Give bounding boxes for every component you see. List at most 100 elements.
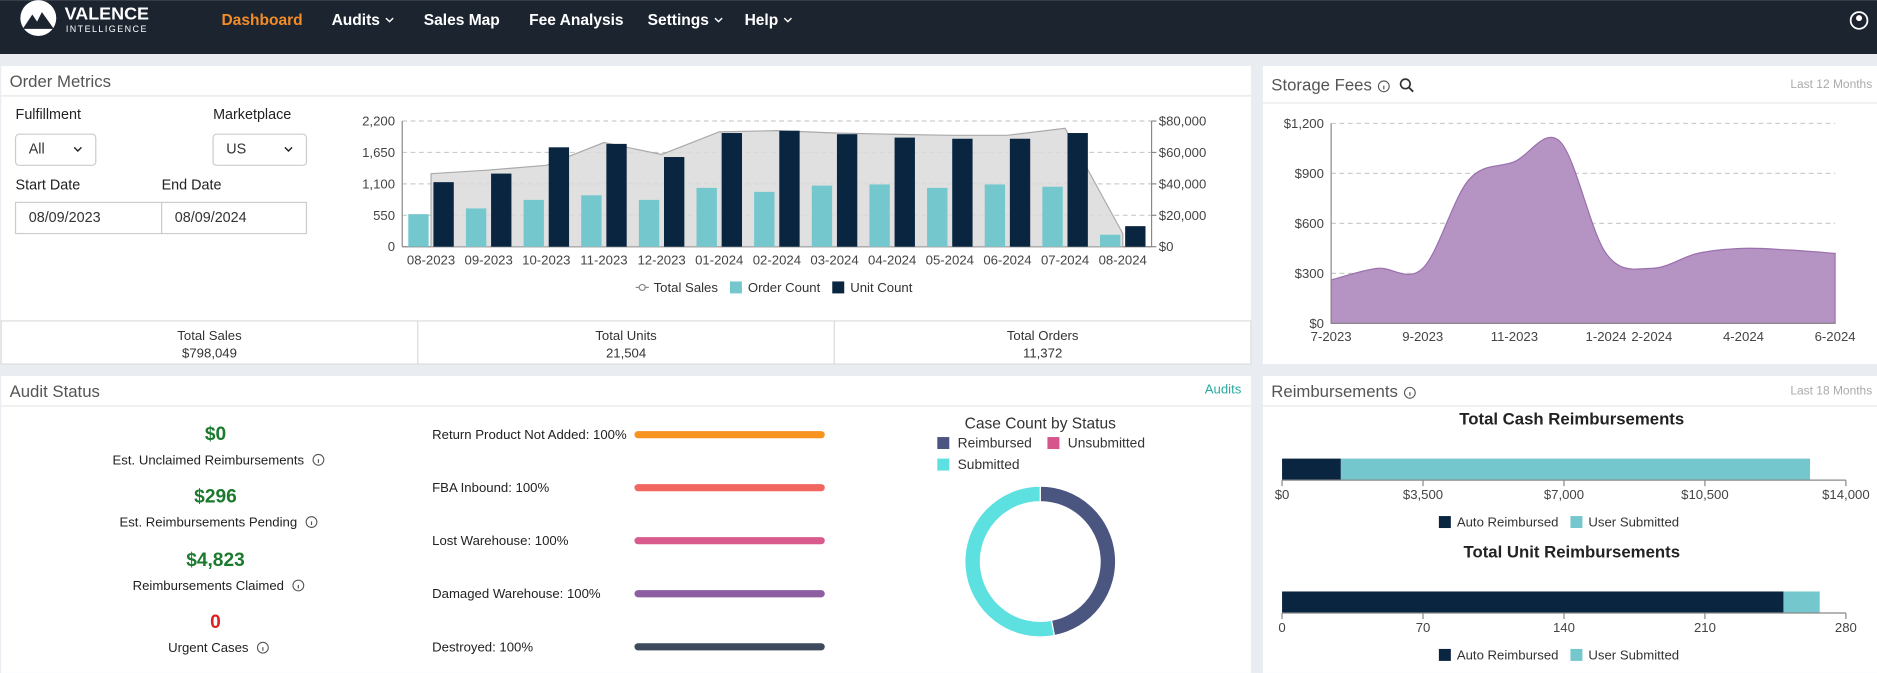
legend-marker <box>1570 648 1583 661</box>
nav-item[interactable]: Sales Map <box>424 12 500 29</box>
progress-label: Destroyed: 100% <box>432 639 533 654</box>
search-icon-handle <box>1408 86 1414 93</box>
nav-item[interactable]: Help <box>745 12 779 29</box>
chevron <box>783 17 792 23</box>
metric-label: Reimbursements Claimed <box>133 578 284 593</box>
x-tick-label: 11-2023 <box>1491 329 1538 344</box>
chart-title: Total Cash Reimbursements <box>1459 410 1684 429</box>
progress-bar <box>634 484 825 492</box>
bar <box>1125 226 1146 247</box>
filter-value: 08/09/2024 <box>175 210 247 226</box>
donut-segment <box>964 485 1056 638</box>
bar <box>548 147 570 247</box>
legend-label: Unsubmitted <box>1068 436 1145 451</box>
logo[interactable]: VALENCE INTELLIGENCE <box>20 0 149 37</box>
date-input[interactable] <box>14 201 163 235</box>
date-input[interactable] <box>161 201 308 235</box>
select-box[interactable] <box>212 133 308 166</box>
bar <box>894 137 915 247</box>
total-cell <box>0 320 419 365</box>
bar <box>984 184 1006 247</box>
search-icon[interactable] <box>1399 78 1411 90</box>
x-tick-label: 02-2024 <box>753 252 801 267</box>
progress-bar <box>634 537 825 545</box>
total-cell <box>833 320 1252 365</box>
x-tick-label: 140 <box>1553 620 1575 635</box>
y-tick-label: $0 <box>1309 316 1324 331</box>
y2-tick-label: $0 <box>1159 239 1174 254</box>
nav-item[interactable]: Audits <box>332 12 381 29</box>
y2-tick-label: $80,000 <box>1159 114 1207 129</box>
audits-link[interactable]: Audits <box>1205 382 1242 397</box>
legend-label: User Submitted <box>1588 647 1679 662</box>
bar <box>433 182 454 247</box>
x-tick-label: 7-2023 <box>1311 329 1352 344</box>
total-label: Total Sales <box>177 328 242 343</box>
chevron <box>714 17 723 23</box>
x-tick-label: 09-2023 <box>465 252 513 267</box>
bar <box>1783 591 1820 614</box>
x-tick-label: 6-2024 <box>1815 329 1856 344</box>
bar <box>721 133 742 247</box>
chevron <box>385 17 394 23</box>
filter-label: Start Date <box>16 178 81 194</box>
legend-label: Submitted <box>958 457 1020 472</box>
metric-label: Urgent Cases <box>168 640 249 655</box>
y-tick-label: 0 <box>388 239 395 254</box>
filter-label: Fulfillment <box>16 107 81 123</box>
legend-marker <box>1570 516 1583 529</box>
legend-marker <box>1438 648 1451 661</box>
info-icon <box>292 579 305 592</box>
logo-mountain <box>22 12 54 29</box>
info-icon <box>1403 386 1416 399</box>
progress-label: Lost Warehouse: 100% <box>432 533 569 548</box>
info-icon <box>312 453 325 466</box>
metric-label: Est. Reimbursements Pending <box>119 515 297 530</box>
x-tick-label: 01-2024 <box>695 252 743 267</box>
progress-bar <box>634 590 825 598</box>
nav-item[interactable]: Settings <box>648 12 710 29</box>
bar <box>1067 133 1088 247</box>
legend-label: Reimbursed <box>958 436 1032 451</box>
x-tick-label: 70 <box>1416 620 1431 635</box>
filter-value: 08/09/2023 <box>29 210 101 226</box>
legend-label: Total Sales <box>654 280 719 295</box>
x-tick-label: 04-2024 <box>868 252 916 267</box>
x-tick-label: 9-2023 <box>1402 329 1443 344</box>
x-tick-label: 07-2024 <box>1041 252 1089 267</box>
y-tick-label: $1,200 <box>1284 116 1324 131</box>
legend-marker <box>638 283 646 292</box>
x-tick-label: $10,500 <box>1681 487 1729 502</box>
storage-area <box>1330 136 1836 324</box>
user-icon-head <box>1856 15 1863 22</box>
progress-label: Damaged Warehouse: 100% <box>432 586 601 601</box>
nav-item[interactable]: Fee Analysis <box>529 12 624 29</box>
panel-title: Reimbursements <box>1271 382 1398 401</box>
nav-bar <box>0 0 1877 54</box>
legend-label: Auto Reimbursed <box>1457 647 1559 662</box>
y-tick-label: $900 <box>1295 166 1324 181</box>
panel-subtitle: Last 12 Months <box>1790 77 1872 91</box>
nav-item[interactable]: Dashboard <box>221 12 302 29</box>
bar <box>606 143 627 247</box>
total-label: Total Orders <box>1007 328 1079 343</box>
x-tick-label: 11-2023 <box>580 252 627 267</box>
bar <box>754 191 775 247</box>
bar <box>523 199 544 247</box>
y-tick-label: 1,650 <box>362 145 395 160</box>
progress-bar <box>634 431 825 439</box>
progress-label: Return Product Not Added: 100% <box>432 427 627 442</box>
legend-label: Unit Count <box>850 280 913 295</box>
select-box[interactable] <box>14 133 97 166</box>
progress-bar <box>634 643 825 651</box>
bar <box>1282 591 1784 614</box>
user-icon[interactable] <box>1849 11 1869 30</box>
y2-tick-label: $20,000 <box>1159 208 1207 223</box>
y2-tick-label: $60,000 <box>1159 145 1207 160</box>
progress-label: FBA Inbound: 100% <box>432 480 549 495</box>
bar <box>581 195 602 247</box>
bar <box>1009 138 1031 247</box>
x-tick-label: 4-2024 <box>1723 329 1764 344</box>
bar <box>408 214 429 247</box>
